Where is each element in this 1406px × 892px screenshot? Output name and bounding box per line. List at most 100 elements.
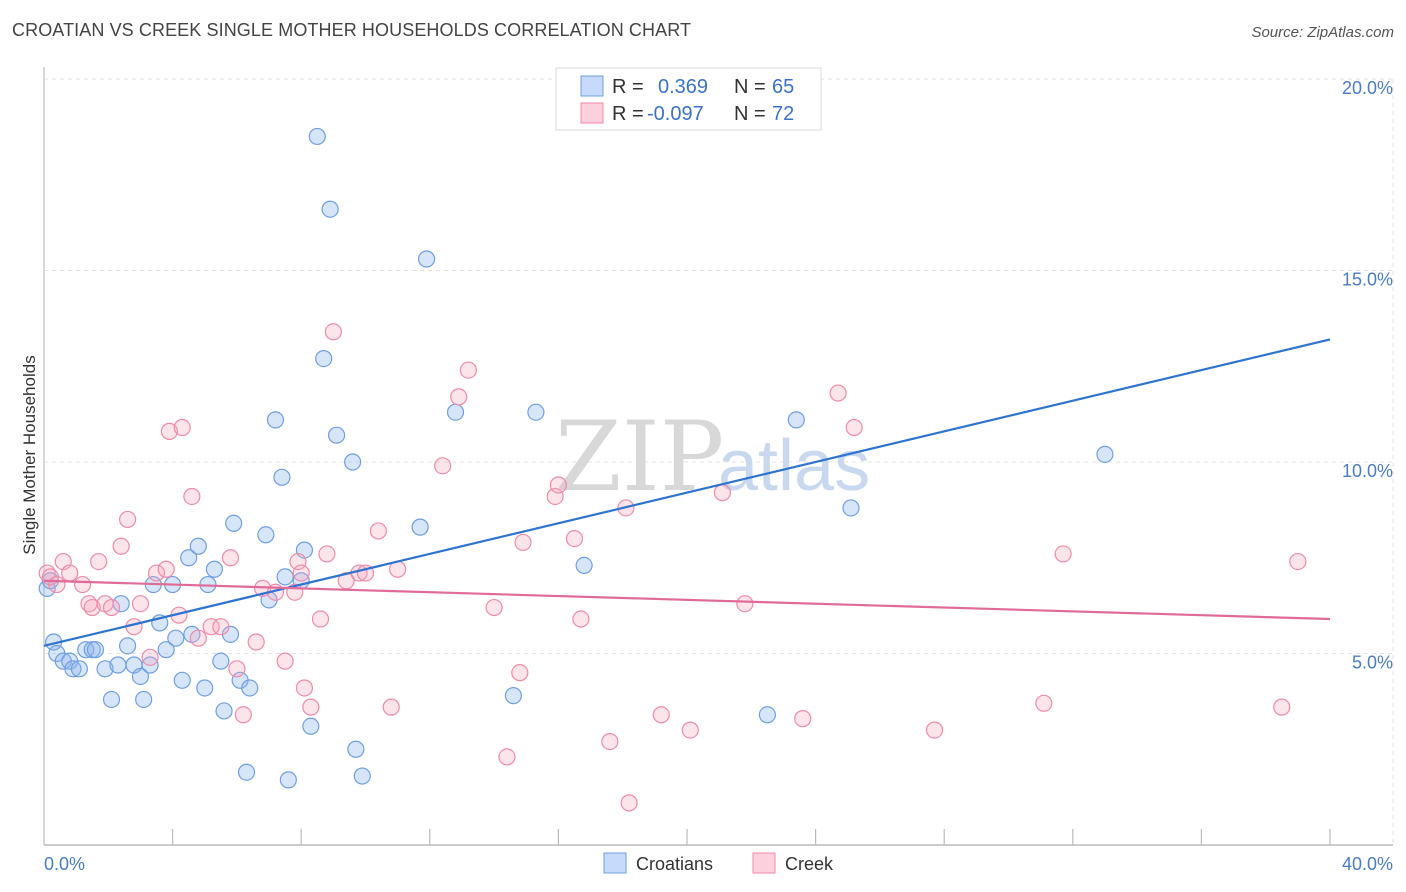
creek-point — [845, 418, 863, 437]
creek-point — [48, 575, 66, 594]
croatians-point — [417, 250, 436, 268]
croatians-point — [787, 411, 805, 429]
creek-point — [141, 648, 159, 666]
croatians-point — [241, 679, 259, 697]
croatians-point — [321, 200, 339, 218]
creek-point — [829, 384, 847, 402]
croatians-point — [411, 518, 429, 536]
watermark-atlas: atlas — [718, 426, 870, 506]
croatians-point — [344, 453, 362, 471]
creek-point — [681, 721, 699, 739]
creek-point — [292, 564, 310, 582]
chart-title: CROATIAN VS CREEK SINGLE MOTHER HOUSEHOL… — [12, 20, 692, 40]
legend-n-label-croatians: N = — [734, 76, 766, 98]
croatians-point — [64, 660, 82, 678]
bottom-legend-swatch-croatians — [603, 852, 627, 874]
croatians-point — [276, 568, 294, 586]
creek-point — [652, 706, 670, 724]
creek-point — [83, 598, 101, 617]
creek-point — [620, 794, 638, 812]
creek-point — [572, 610, 590, 628]
creek-point — [73, 575, 92, 594]
croatians-point — [189, 537, 207, 555]
croatians-point — [131, 667, 150, 686]
croatians-point — [212, 652, 230, 670]
creek-point — [247, 633, 265, 651]
croatians-point — [273, 468, 291, 486]
creek-point — [212, 618, 230, 636]
creek-point — [228, 660, 246, 678]
croatians-point — [842, 499, 860, 517]
croatians-point — [527, 403, 545, 421]
creek-point — [601, 732, 619, 751]
croatians-point — [77, 641, 95, 659]
croatians-trend-line — [43, 338, 1331, 647]
bottom-legend: Croatians Creek — [603, 852, 834, 874]
y-tick-label: 10.0% — [1342, 461, 1393, 481]
croatians-point — [225, 514, 243, 532]
croatians-point — [257, 526, 275, 544]
creek-point — [459, 361, 477, 379]
creek-point — [713, 484, 731, 502]
croatians-point — [279, 771, 297, 789]
legend-swatch-creek — [580, 102, 604, 124]
series-croatians — [38, 127, 1114, 789]
bottom-legend-label-croatians: Croatians — [636, 854, 713, 874]
creek-point — [173, 418, 191, 437]
croatians-point — [157, 641, 175, 659]
croatians-point — [96, 660, 114, 678]
croatians-point — [86, 641, 105, 659]
y-tick-labels: 5.0% 10.0% 15.0% 20.0% — [1342, 78, 1393, 673]
creek-point — [302, 698, 320, 716]
creek-point — [736, 595, 754, 613]
creek-point — [112, 537, 130, 555]
croatians-point — [215, 702, 233, 720]
axes — [43, 67, 1393, 846]
legend-r-label-croatians: R = — [612, 76, 644, 98]
croatians-point — [353, 767, 371, 785]
croatians-point — [446, 403, 465, 421]
legend-r-label-creek: R = — [612, 103, 644, 125]
creek-point — [794, 710, 812, 728]
creek-point — [160, 422, 178, 440]
creek-point — [1273, 698, 1291, 716]
y-axis-label: Single Mother Households — [20, 355, 39, 554]
creek-point — [450, 388, 468, 406]
x-tick-label-max: 40.0% — [1342, 854, 1393, 874]
legend-n-value-creek: 72 — [772, 103, 794, 125]
creek-point — [549, 476, 568, 494]
legend-r-value-creek: -0.097 — [647, 103, 704, 125]
croatians-point — [109, 656, 127, 674]
creek-point — [183, 487, 201, 506]
croatians-point — [118, 637, 137, 655]
croatians-point — [205, 560, 223, 578]
creek-point — [276, 652, 294, 670]
watermark-zip: ZIP — [555, 401, 724, 513]
creek-point — [369, 522, 387, 540]
creek-point — [565, 529, 584, 548]
legend-r-value-croatians: 0.369 — [658, 76, 708, 98]
croatians-point — [575, 556, 593, 575]
legend-swatch-croatians — [580, 75, 604, 97]
croatians-point — [504, 687, 522, 705]
bottom-legend-swatch-creek — [752, 852, 776, 874]
croatians-point — [196, 679, 214, 697]
creek-point — [234, 706, 252, 724]
croatians-point — [308, 127, 326, 146]
y-tick-label: 15.0% — [1342, 270, 1393, 290]
croatians-point — [167, 629, 185, 647]
croatians-point — [70, 660, 88, 678]
croatians-point — [758, 706, 776, 724]
creek-point — [324, 323, 342, 341]
croatians-point — [1096, 445, 1114, 463]
creek-point — [925, 721, 944, 739]
trend-lines — [43, 338, 1331, 647]
source-label: Source: ZipAtlas.com — [1251, 24, 1394, 41]
y-tick-label: 20.0% — [1342, 78, 1393, 98]
croatians-point — [102, 690, 121, 709]
legend-n-value-croatians: 65 — [772, 76, 794, 98]
croatians-point — [302, 717, 320, 735]
y-tick-label: 5.0% — [1352, 653, 1393, 673]
creek-point — [131, 595, 150, 613]
creek-point — [61, 564, 79, 582]
